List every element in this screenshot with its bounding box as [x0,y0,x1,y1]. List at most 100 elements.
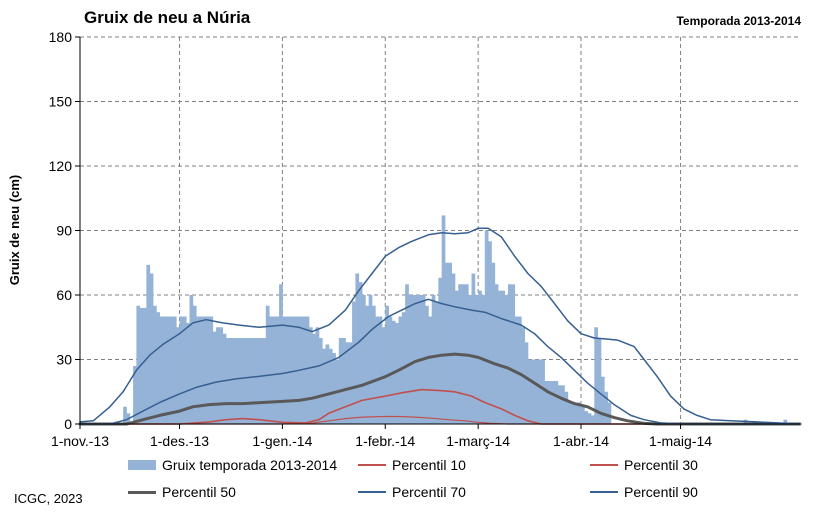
bar [143,307,147,424]
bar [524,342,529,424]
bar [285,316,290,424]
bar [152,305,157,424]
bar [365,305,370,424]
bar [245,338,250,424]
bar [428,316,433,424]
bar [527,359,532,424]
bar [494,284,499,424]
bar [232,338,237,424]
series-line [79,227,801,425]
bar [342,338,346,424]
bar [531,359,535,424]
chart-title: Gruix de neu a Núria [84,8,251,27]
bar [279,284,283,424]
bar [166,316,170,424]
bar [783,419,788,424]
bar [302,316,307,424]
bar [385,305,389,424]
bar [597,338,602,424]
x-tick-label: 1-nov.-13 [51,433,109,449]
bar [378,316,383,424]
bar [448,262,453,424]
series-line [78,352,802,426]
bar [514,316,519,424]
legend-label: Percentil 90 [624,484,698,500]
bar [182,316,187,424]
bar [176,327,180,424]
bar [249,338,253,424]
legend-item: Gruix temporada 2013-2014 [128,457,337,473]
legend-item: Percentil 90 [590,484,698,500]
bar [544,381,549,424]
bar [169,316,174,424]
bar [362,295,366,424]
bar [338,338,343,424]
credit-text: ICGC, 2023 [14,491,83,506]
bar [202,316,207,424]
bar [209,316,214,424]
bar [554,381,559,424]
bar [425,305,429,424]
bar [577,402,582,424]
bar [275,316,280,424]
bar [551,381,555,424]
legend-line-swatch [590,464,618,466]
bar [561,385,565,424]
bar [345,342,350,424]
legend-line-swatch [358,464,386,466]
bar [501,290,506,424]
bar [282,316,287,424]
x-tick-label: 1-gen.-14 [252,433,312,449]
legend-label: Percentil 10 [392,457,466,473]
bar [199,316,204,424]
bar [571,402,575,424]
bar [441,215,446,424]
bar [172,316,177,424]
y-tick-label: 150 [49,94,73,110]
bar [504,295,509,424]
bar [216,327,220,424]
bar [444,262,449,424]
bar [474,295,479,424]
bar [159,316,164,424]
bar [584,411,589,424]
legend-label: Percentil 50 [162,484,236,500]
legend-line-swatch [128,490,156,494]
bar [262,338,267,424]
bar [312,333,316,424]
y-axis-label: Gruix de neu (cm) [7,175,22,286]
legend-label: Percentil 70 [392,484,466,500]
bar [242,338,247,424]
legend-item: Percentil 50 [128,484,236,500]
bar [488,241,492,424]
bar [139,307,144,424]
chart-subtitle: Temporada 2013-2014 [676,14,801,28]
bar [259,338,263,424]
bar [368,295,373,424]
bar [594,327,599,424]
bar [292,316,297,424]
y-tick-label: 120 [49,158,73,174]
x-tick-label: 1-des.-13 [150,433,209,449]
bar [471,273,476,424]
bar [212,331,217,424]
bar [468,295,472,424]
bar [239,338,243,424]
x-tick-label: 1-febr.-14 [355,433,415,449]
legend-item: Percentil 70 [358,484,466,500]
bar-series [123,215,788,424]
bar [395,322,399,424]
bar [225,338,230,424]
bar [405,284,409,424]
bar [537,359,542,424]
bar [348,342,353,424]
bar [381,327,386,424]
bar [318,338,323,424]
legend-item: Percentil 10 [358,457,466,473]
bar [186,322,190,424]
bar [508,284,512,424]
bar [435,301,439,424]
bar [411,295,416,424]
bar [358,282,363,424]
bar [600,376,605,424]
